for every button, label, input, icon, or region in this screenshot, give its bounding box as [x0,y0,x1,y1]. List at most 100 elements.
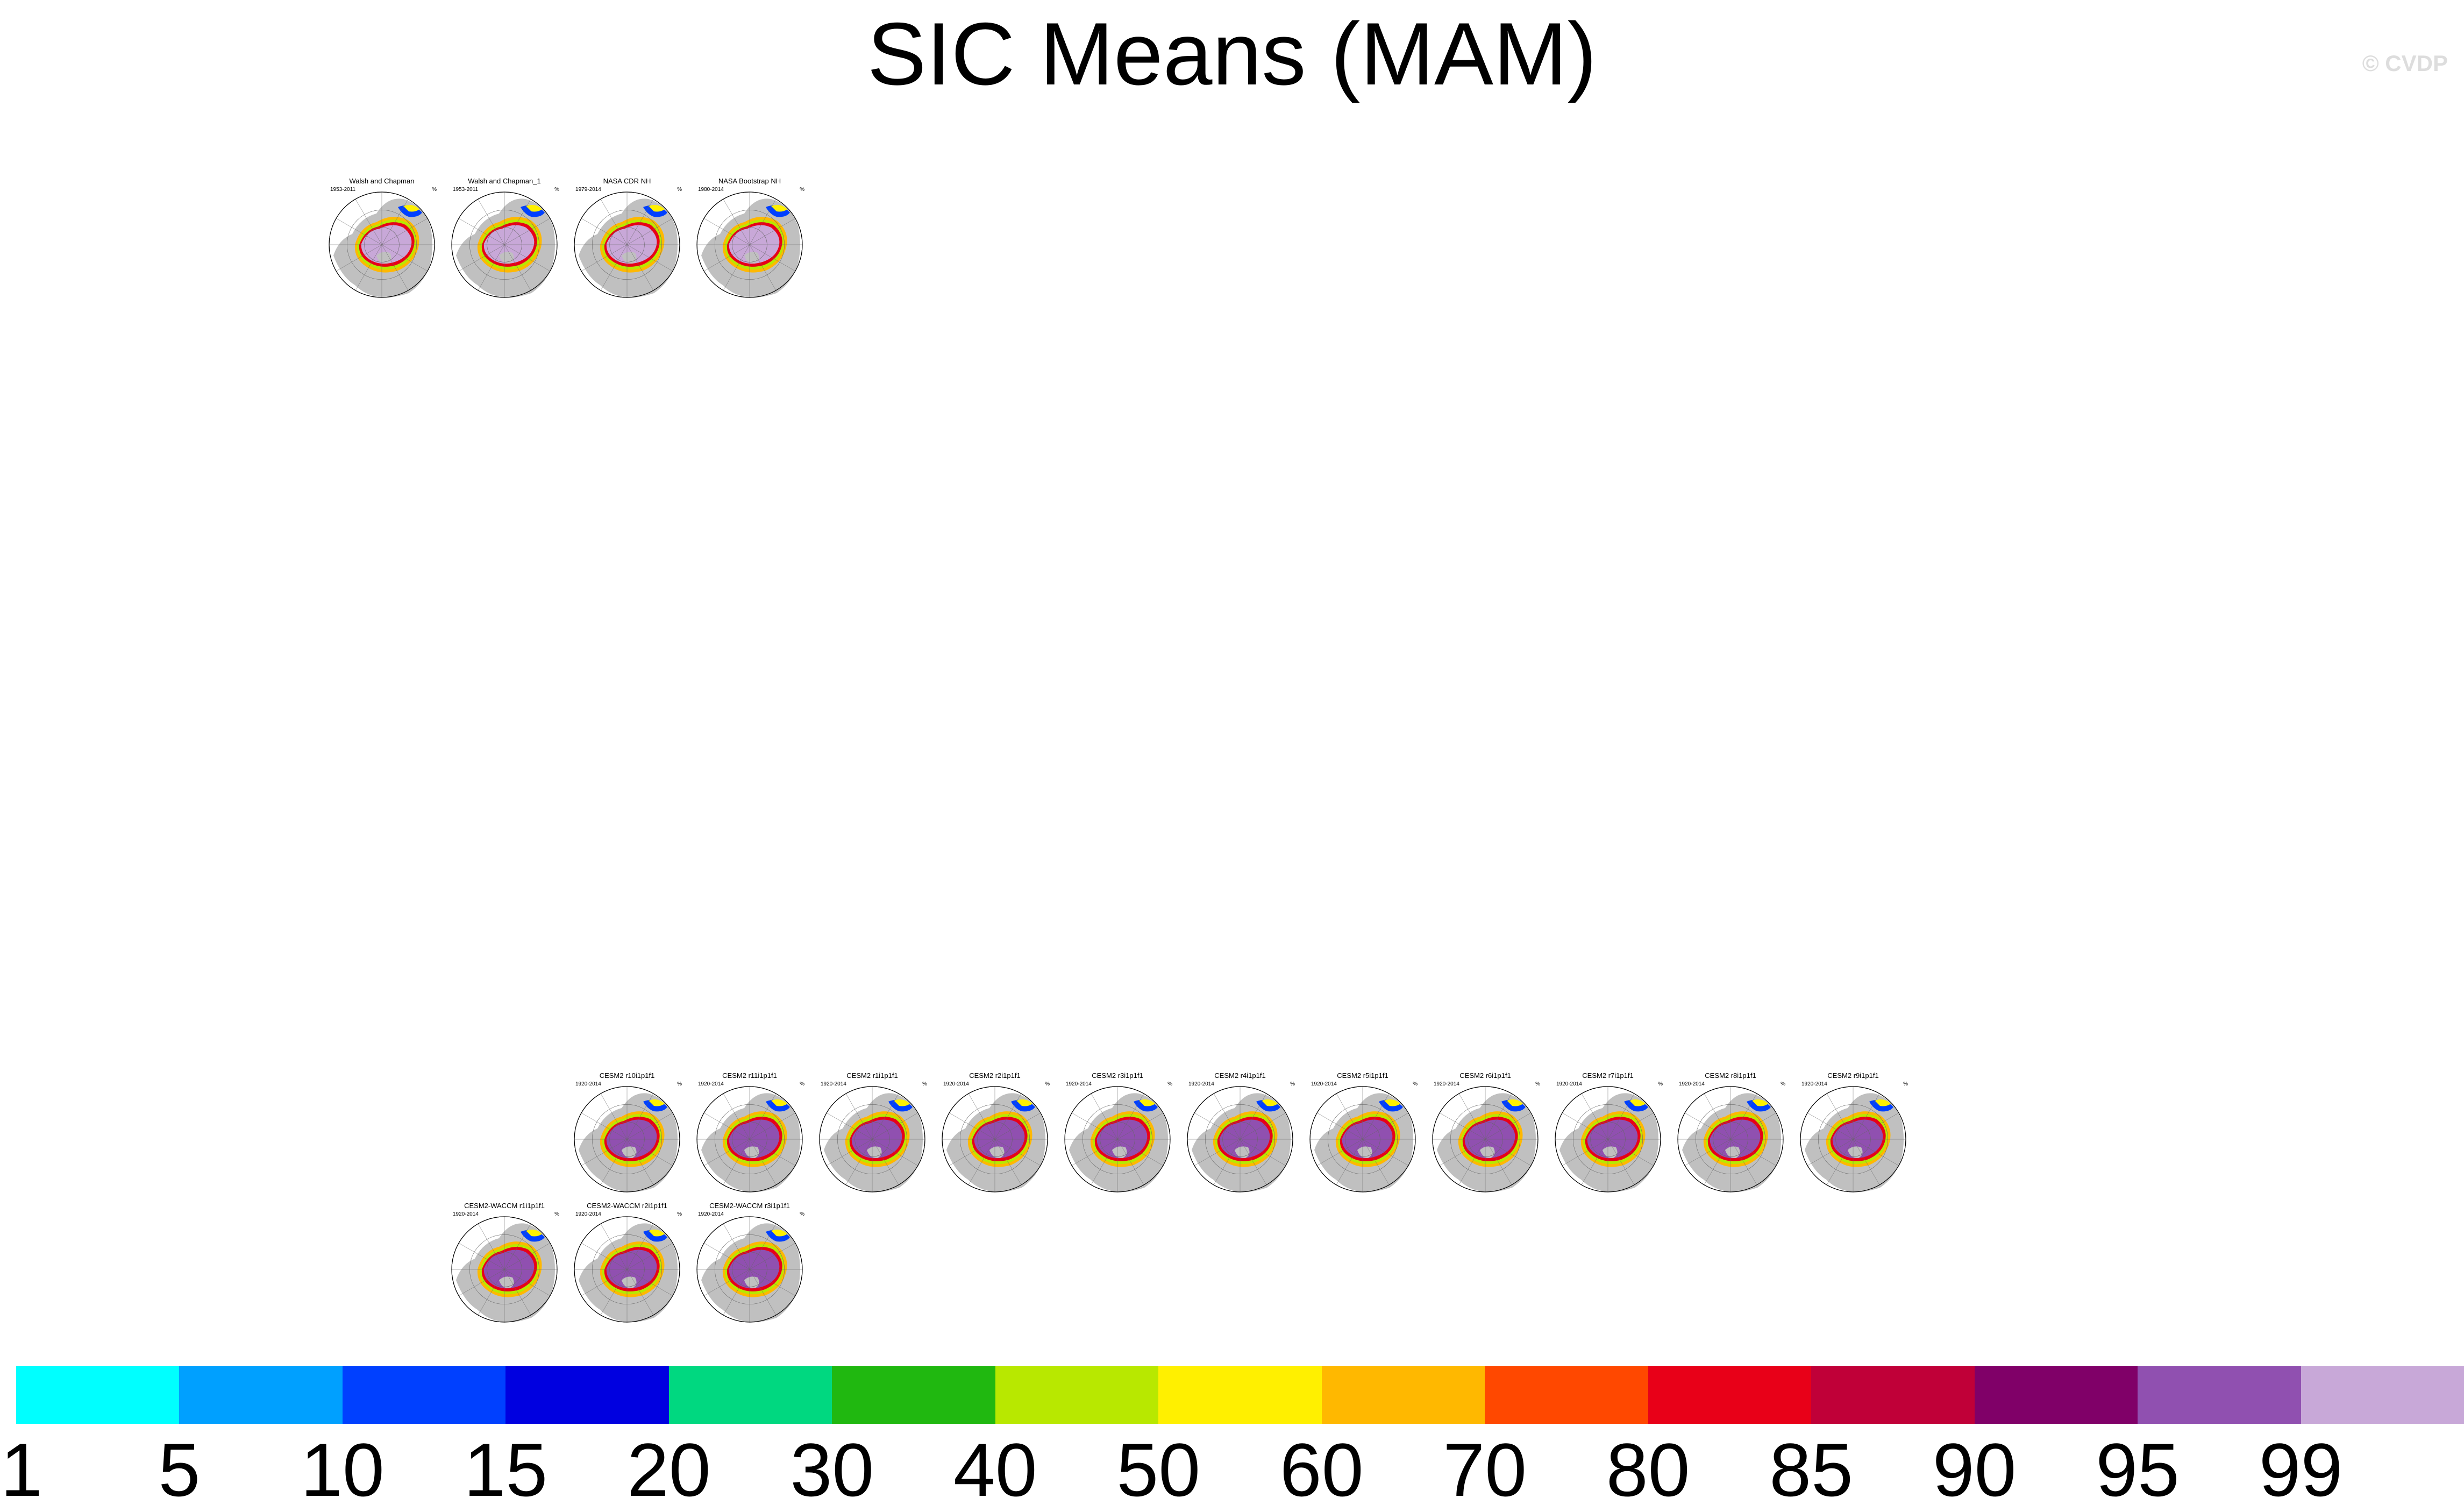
colorbar-swatch [1811,1366,1975,1424]
panel-title: CESM2-WACCM r3i1p1f1 [709,1202,790,1210]
panel-title: CESM2 r6i1p1f1 [1459,1071,1511,1080]
colorbar-swatch [179,1366,343,1424]
panel-title: CESM2 r1i1p1f1 [846,1071,898,1080]
map-panel: CESM2 r8i1p1f1 1920-2014% [1671,1069,1790,1198]
colorbar-tick-label: 90 [1932,1428,2017,1512]
panel-years: 1920-2014 [1679,1081,1705,1087]
panel-title: CESM2 r8i1p1f1 [1705,1071,1756,1080]
panel-years: 1920-2014 [575,1211,601,1217]
map-panel: Walsh and Chapman_1 1953-2011% [445,175,564,304]
panel-title: CESM2 r5i1p1f1 [1337,1071,1388,1080]
panel-title: CESM2 r9i1p1f1 [1827,1071,1879,1080]
panel-title: CESM2 r4i1p1f1 [1214,1071,1266,1080]
map-panel: CESM2-WACCM r2i1p1f1 1920-2014% [568,1199,686,1329]
panel-unit: % [677,1211,682,1217]
panel-title: CESM2 r11i1p1f1 [722,1071,777,1080]
map-panel: Walsh and Chapman 1953-2011% [323,175,441,304]
polar-map [942,1086,1048,1192]
polar-map [696,1216,803,1323]
colorbar-swatch [1974,1366,2138,1424]
map-panel: NASA Bootstrap NH 1980-2014% [690,175,809,304]
panel-years: 1920-2014 [1801,1081,1827,1087]
polar-map [819,1086,925,1192]
panel-unit: % [800,1081,804,1087]
panel-years: 1920-2014 [1434,1081,1459,1087]
panel-years: 1920-2014 [821,1081,846,1087]
polar-map [696,191,803,298]
polar-map [574,191,680,298]
map-panel: CESM2 r4i1p1f1 1920-2014% [1181,1069,1299,1198]
colorbar-tick-label: 99 [2259,1428,2343,1512]
panel-years: 1920-2014 [1188,1081,1214,1087]
panel-years: 1920-2014 [453,1211,479,1217]
colorbar-tick-label: 15 [464,1428,548,1512]
colorbar-swatch [668,1366,832,1424]
panel-years: 1920-2014 [575,1081,601,1087]
panel-unit: % [922,1081,927,1087]
colorbar-tick-label: 80 [1606,1428,1690,1512]
panel-years: 1920-2014 [698,1081,724,1087]
colorbar-tick-label: 95 [2096,1428,2180,1512]
panel-unit: % [800,187,804,193]
panel-title: CESM2 r10i1p1f1 [599,1071,655,1080]
polar-map [1800,1086,1906,1192]
cvdp-watermark: © CVDP [2362,51,2448,76]
panel-years: 1953-2011 [330,187,356,193]
colorbar-swatch [2138,1366,2301,1424]
polar-map [1432,1086,1539,1192]
colorbar-tick-label: 1 [1,1428,42,1512]
panel-title: Walsh and Chapman_1 [468,177,541,185]
colorbar-swatch [505,1366,669,1424]
panel-title: CESM2 r2i1p1f1 [969,1071,1021,1080]
polar-map [451,1216,558,1323]
colorbar-swatch [1321,1366,1485,1424]
polar-map [574,1086,680,1192]
polar-map [696,1086,803,1192]
panel-title: CESM2-WACCM r1i1p1f1 [464,1202,545,1210]
panel-title: NASA CDR NH [603,177,651,185]
colorbar-tick-label: 20 [626,1428,711,1512]
map-panel: NASA CDR NH 1979-2014% [568,175,686,304]
panel-years: 1920-2014 [1556,1081,1582,1087]
panel-unit: % [1903,1081,1908,1087]
panel-unit: % [1781,1081,1785,1087]
panel-years: 1920-2014 [943,1081,969,1087]
panel-unit: % [554,187,559,193]
polar-map [1187,1086,1293,1192]
panel-years: 1953-2011 [453,187,479,193]
panel-title: CESM2 r3i1p1f1 [1092,1071,1143,1080]
polar-map [451,191,558,298]
polar-map [574,1216,680,1323]
panel-unit: % [1658,1081,1663,1087]
panel-title: CESM2-WACCM r2i1p1f1 [587,1202,667,1210]
colorbar-tick-label: 50 [1116,1428,1201,1512]
polar-map [1677,1086,1784,1192]
map-panel: CESM2 r1i1p1f1 1920-2014% [813,1069,931,1198]
colorbar-tick-label: 70 [1443,1428,1527,1512]
panel-unit: % [432,187,437,193]
polar-map [1555,1086,1661,1192]
colorbar-swatch [832,1366,995,1424]
polar-map [1064,1086,1171,1192]
map-panel: CESM2 r11i1p1f1 1920-2014% [690,1069,809,1198]
figure-title: SIC Means (MAM) [867,4,1597,103]
panel-years: 1979-2014 [575,187,601,193]
colorbar-tick-label: 10 [301,1428,384,1512]
panel-unit: % [554,1211,559,1217]
colorbar-tick-label: 5 [158,1428,201,1512]
panel-unit: % [1290,1081,1295,1087]
colorbar-swatch [1158,1366,1322,1424]
colorbar-swatch [2301,1366,2464,1424]
polar-map [329,191,435,298]
panel-years: 1920-2014 [698,1211,724,1217]
panel-unit: % [1535,1081,1540,1087]
map-panel: CESM2 r2i1p1f1 1920-2014% [936,1069,1054,1198]
map-panel: CESM2-WACCM r3i1p1f1 1920-2014% [690,1199,809,1329]
colorbar-swatch [1648,1366,1812,1424]
map-panel: CESM2 r3i1p1f1 1920-2014% [1058,1069,1177,1198]
panel-years: 1980-2014 [698,187,724,193]
polar-map [1309,1086,1416,1192]
panel-unit: % [677,187,682,193]
colorbar-swatch [995,1366,1159,1424]
colorbar-tick-label: 30 [790,1428,874,1512]
